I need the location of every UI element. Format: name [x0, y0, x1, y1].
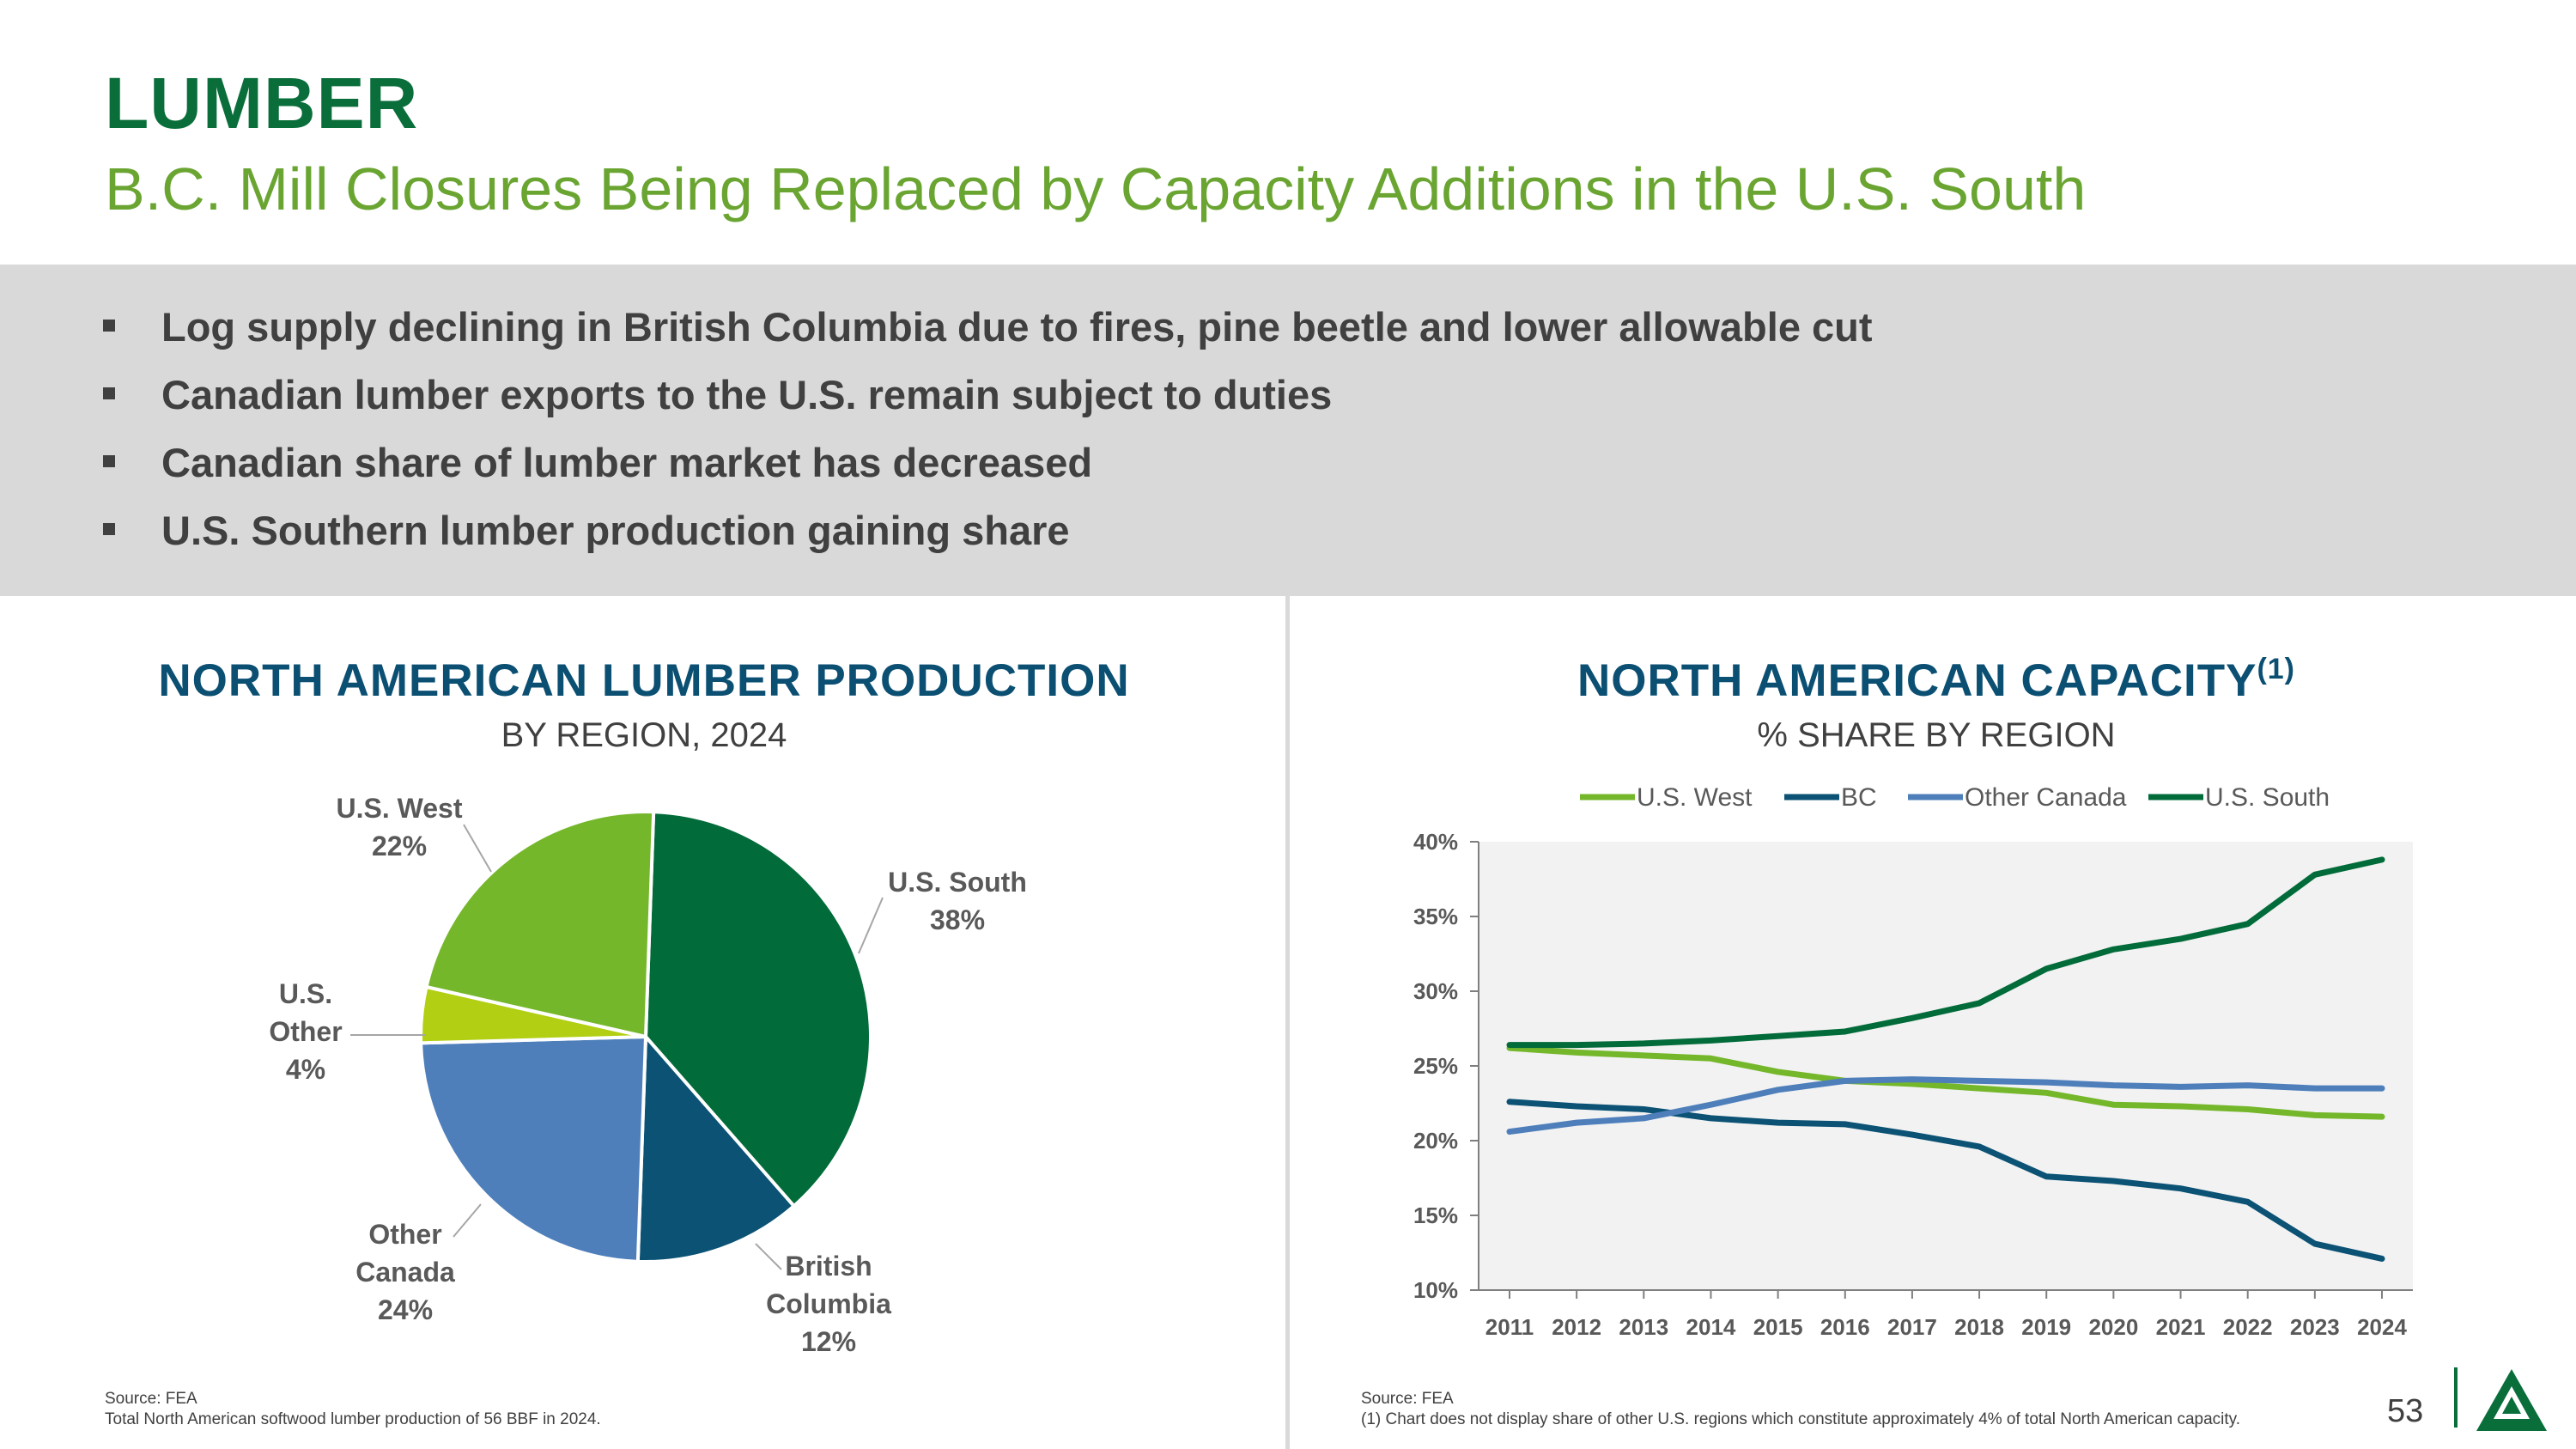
company-logo-icon — [2476, 1369, 2547, 1431]
line-chart: 10% 15% 20% 25% 30% 35% 40% 2011 2012 2013 2014 201… — [1413, 783, 2413, 1340]
pie-slice — [635, 1032, 797, 1263]
line-chart-subtitle: % SHARE BY REGION — [1757, 716, 2116, 754]
x-tick-label: 2023 — [2290, 1314, 2340, 1340]
pie-slice-label: Other — [368, 1219, 441, 1250]
series-line — [1506, 1044, 2385, 1120]
x-tick-label: 2015 — [1753, 1314, 1803, 1340]
bullet-item: U.S. Southern lumber production gaining … — [103, 500, 1873, 568]
pie-slice-label: U.S. — [279, 978, 332, 1009]
pie-slice-label: British — [785, 1251, 872, 1282]
bullet-text: U.S. Southern lumber production gaining … — [161, 508, 1070, 553]
legend-label: U.S. South — [2205, 783, 2330, 812]
x-tick-label: 2013 — [1619, 1314, 1668, 1340]
x-tick-label: 2019 — [2021, 1314, 2071, 1340]
pie-slice-value-label: 38% — [930, 904, 985, 935]
bullet-item: Log supply declining in British Columbia… — [103, 296, 1873, 364]
pie-leader-line — [453, 1203, 482, 1238]
series-line — [1506, 856, 2385, 1049]
pie-slice-value-label: 4% — [286, 1054, 325, 1085]
line-source-line: (1) Chart does not display share of othe… — [1361, 1410, 2241, 1428]
page-number: 53 — [2387, 1393, 2424, 1429]
y-tick-label: 20% — [1413, 1128, 1458, 1154]
x-tick-label: 2024 — [2357, 1314, 2407, 1340]
line-source-line: Source: FEA — [1361, 1390, 1454, 1408]
pie-slice-label: U.S. West — [337, 793, 463, 824]
panel-divider — [1285, 596, 1290, 1449]
page-subtitle: B.C. Mill Closures Being Replaced by Cap… — [105, 155, 2087, 222]
y-tick-label: 35% — [1413, 904, 1458, 929]
bullet-item: Canadian lumber exports to the U.S. rema… — [103, 364, 1873, 432]
bullet-list: Log supply declining in British Columbia… — [103, 296, 1873, 568]
pie-slice — [643, 810, 872, 1209]
pie-leader-line — [755, 1243, 782, 1270]
bullet-square-icon — [103, 387, 115, 399]
line-chart-title-text: NORTH AMERICAN CAPACITY — [1577, 655, 2257, 706]
pie-leader-line — [463, 824, 492, 873]
series-line — [1506, 1099, 2385, 1262]
bullet-text: Canadian lumber exports to the U.S. rema… — [161, 372, 1333, 417]
y-tick-label: 40% — [1413, 829, 1458, 855]
pie-source-line: Total North American softwood lumber pro… — [105, 1410, 601, 1428]
legend-label: Other Canada — [1965, 783, 2127, 812]
pie-slice-label: Other — [269, 1016, 342, 1047]
bullet-text: Log supply declining in British Columbia… — [161, 304, 1873, 350]
x-tick-label: 2020 — [2088, 1314, 2138, 1340]
legend-label: BC — [1841, 783, 1877, 812]
x-tick-label: 2016 — [1820, 1314, 1870, 1340]
x-tick-label: 2017 — [1887, 1314, 1937, 1340]
pie-chart-title: NORTH AMERICAN LUMBER PRODUCTION — [158, 655, 1130, 706]
line-chart-title: NORTH AMERICAN CAPACITY(1) — [1400, 653, 2473, 707]
pie-slice-value-label: 12% — [801, 1326, 856, 1357]
pie-slice-value-label: 22% — [372, 831, 427, 861]
pie-source-line: Source: FEA — [105, 1390, 197, 1408]
y-tick-label: 15% — [1413, 1202, 1458, 1228]
pie-slice-label: U.S. South — [888, 867, 1027, 898]
y-tick-label: 10% — [1413, 1277, 1458, 1303]
legend-label: U.S. West — [1637, 783, 1753, 812]
pie-slice-label: Canada — [355, 1257, 455, 1288]
bullet-square-icon — [103, 455, 115, 467]
line-source-note: Source: FEA (1) Chart does not display s… — [1361, 1389, 2240, 1430]
x-tick-label: 2011 — [1485, 1314, 1534, 1340]
page-title: LUMBER — [105, 63, 419, 143]
x-tick-label: 2018 — [1954, 1314, 2004, 1340]
y-tick-label: 25% — [1413, 1053, 1458, 1079]
bullet-band — [0, 265, 2576, 596]
footnote-marker: (1) — [2257, 653, 2296, 685]
x-tick-label: 2014 — [1686, 1314, 1736, 1340]
pie-chart-subtitle: BY REGION, 2024 — [501, 716, 787, 754]
bullet-square-icon — [103, 320, 115, 332]
pie-slice-value-label: 24% — [378, 1294, 433, 1325]
bullet-text: Canadian share of lumber market has decr… — [161, 440, 1093, 485]
pie-leader-line — [858, 897, 884, 954]
bullet-item: Canadian share of lumber market has decr… — [103, 432, 1873, 500]
pie-slice — [424, 810, 656, 1039]
pie-source-note: Source: FEA Total North American softwoo… — [105, 1389, 601, 1430]
page-number-divider — [2454, 1367, 2458, 1428]
bullet-square-icon — [103, 523, 115, 535]
x-tick-label: 2012 — [1552, 1314, 1601, 1340]
x-tick-label: 2022 — [2223, 1314, 2273, 1340]
x-tick-label: 2021 — [2156, 1314, 2206, 1340]
pie-slice — [419, 1034, 648, 1263]
pie-chart: U.S. South 38% British Columbia 12% Other Cana… — [269, 793, 1027, 1357]
series-line — [1506, 1076, 2385, 1135]
pie-slice-label: Columbia — [766, 1288, 891, 1319]
y-tick-label: 30% — [1413, 978, 1458, 1004]
